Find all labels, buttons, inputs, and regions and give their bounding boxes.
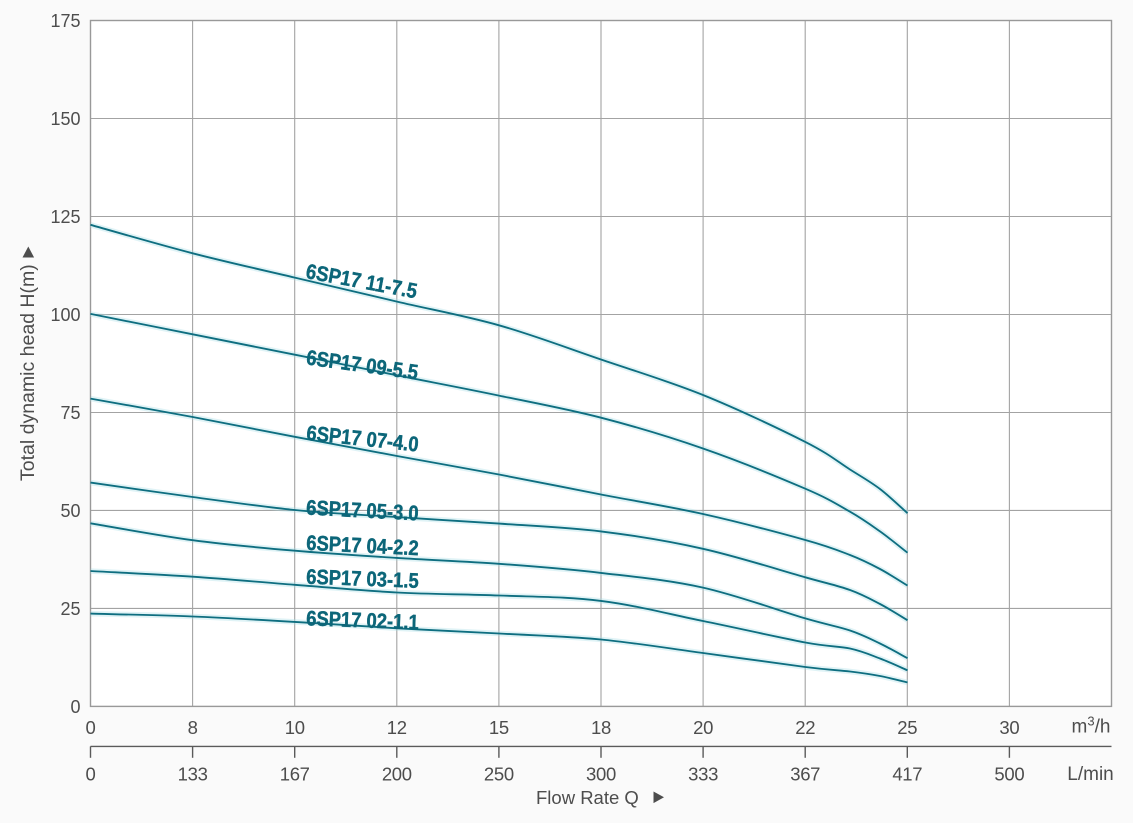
svg-text:125: 125 (50, 207, 80, 227)
svg-text:20: 20 (693, 717, 713, 738)
svg-text:175: 175 (50, 11, 80, 31)
svg-text:0: 0 (70, 697, 80, 717)
svg-text:22: 22 (795, 717, 815, 738)
svg-text:6SP17 03-1.5: 6SP17 03-1.5 (306, 566, 420, 593)
svg-text:417: 417 (892, 764, 922, 785)
svg-text:0: 0 (86, 764, 96, 785)
svg-text:300: 300 (586, 764, 616, 785)
svg-text:Flow Rate Q: Flow Rate Q (536, 787, 639, 808)
svg-text:10: 10 (285, 717, 305, 738)
svg-text:8: 8 (188, 717, 198, 738)
svg-text:L/min: L/min (1067, 764, 1113, 785)
svg-text:30: 30 (999, 717, 1019, 738)
svg-text:250: 250 (484, 764, 514, 785)
svg-text:367: 367 (790, 764, 820, 785)
svg-text:100: 100 (50, 305, 80, 325)
svg-text:12: 12 (387, 717, 407, 738)
svg-text:150: 150 (50, 109, 80, 129)
svg-text:167: 167 (280, 764, 310, 785)
svg-text:75: 75 (60, 403, 80, 423)
svg-text:133: 133 (178, 764, 208, 785)
svg-text:15: 15 (489, 717, 509, 738)
svg-text:6SP17 04-2.2: 6SP17 04-2.2 (306, 532, 419, 560)
svg-text:25: 25 (897, 717, 917, 738)
svg-text:18: 18 (591, 717, 611, 738)
svg-text:Total dynamic head H(m): Total dynamic head H(m) (17, 264, 39, 481)
svg-text:6SP17 02-1.1: 6SP17 02-1.1 (306, 607, 420, 634)
svg-text:25: 25 (60, 599, 80, 619)
svg-text:500: 500 (994, 764, 1024, 785)
svg-text:50: 50 (60, 501, 80, 521)
svg-text:0: 0 (86, 717, 96, 738)
svg-text:333: 333 (688, 764, 718, 785)
svg-text:200: 200 (382, 764, 412, 785)
